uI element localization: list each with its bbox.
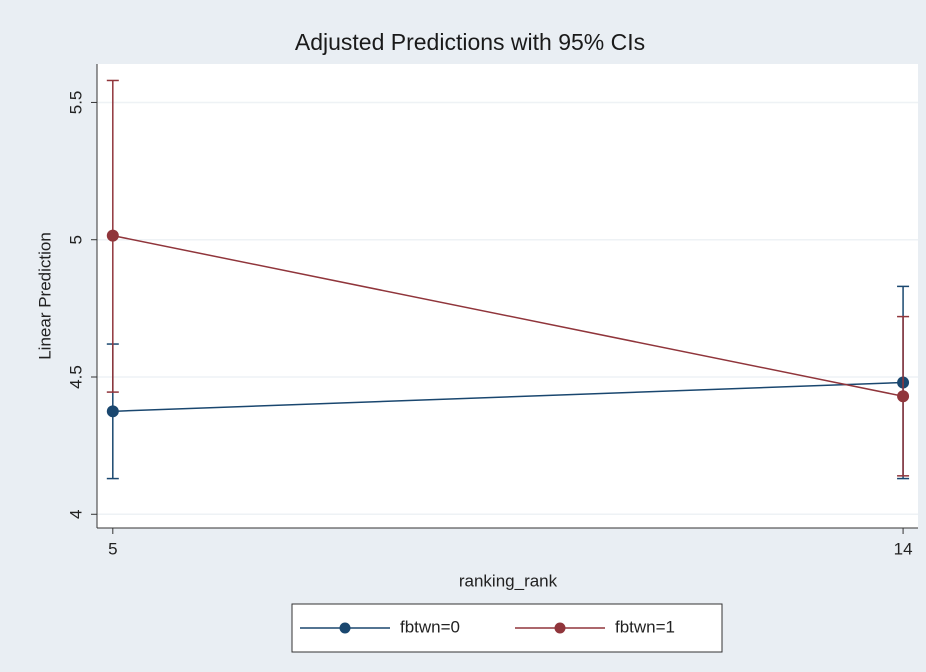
series-line	[112, 234, 904, 397]
y-tick-label: 4	[66, 510, 85, 519]
legend-label: fbtwn=0	[400, 617, 460, 636]
y-axis-title: Linear Prediction	[35, 232, 54, 360]
legend-marker	[554, 622, 566, 634]
point	[106, 229, 119, 242]
legend-label: fbtwn=1	[615, 617, 675, 636]
point	[106, 405, 119, 418]
legend-marker	[339, 622, 351, 634]
y-tick-label: 4.5	[66, 365, 85, 389]
point	[897, 390, 910, 403]
x-tick-label: 5	[108, 539, 117, 558]
x-axis-title: ranking_rank	[459, 571, 558, 590]
x-tick-label: 14	[894, 539, 913, 558]
y-tick-label: 5	[66, 235, 85, 244]
series-line	[112, 381, 904, 413]
chart-title: Adjusted Predictions with 95% CIs	[295, 29, 645, 55]
plot-area	[97, 64, 918, 528]
y-tick-label: 5.5	[66, 91, 85, 115]
